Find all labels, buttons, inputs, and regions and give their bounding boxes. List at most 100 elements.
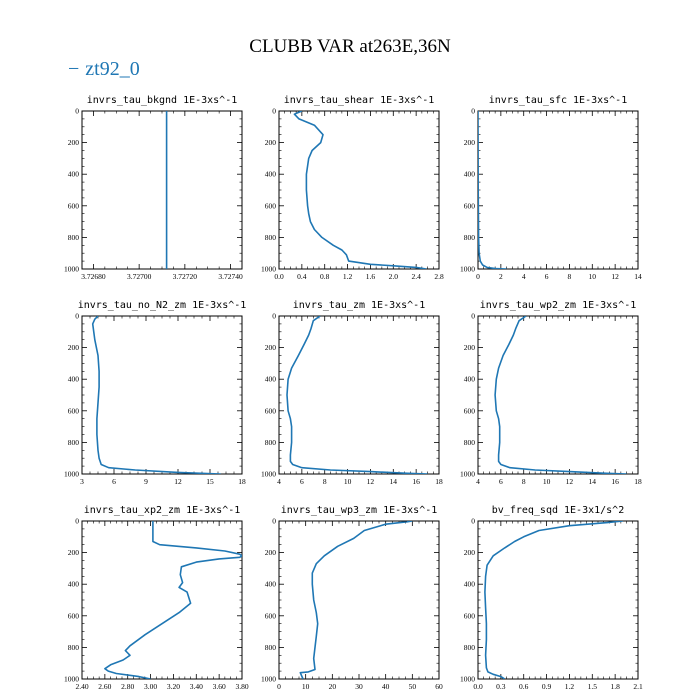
x-tick-label: 3 <box>80 477 84 486</box>
y-tick-label: 600 <box>464 611 476 620</box>
x-tick-label: 1.2 <box>565 682 575 691</box>
y-tick-label: 800 <box>464 643 476 652</box>
x-tick-label: 2.80 <box>121 682 134 691</box>
x-tick-label: 2.60 <box>98 682 111 691</box>
x-tick-label: 1.5 <box>588 682 598 691</box>
x-tick-label: 60 <box>435 682 443 691</box>
subplot-5: invrs_tau_zm 1E-3xs^-1 0 200 400 600 800 10004… <box>261 300 443 486</box>
y-tick-label: 200 <box>68 548 80 557</box>
y-tick-label: 400 <box>464 170 476 179</box>
y-tick-label: 0 <box>75 107 79 116</box>
y-tick-label: 1000 <box>64 265 79 274</box>
x-tick-label: 4 <box>476 477 480 486</box>
plot-frame <box>81 110 243 270</box>
x-tick-label: 16 <box>611 477 619 486</box>
y-tick-label: 0 <box>272 107 276 116</box>
x-tick-label: 0 <box>476 272 480 281</box>
series-line <box>494 316 627 474</box>
x-tick-label: 3.40 <box>190 682 203 691</box>
x-tick-label: 2.4 <box>411 272 421 281</box>
series-line <box>104 521 242 679</box>
x-tick-label: 12 <box>566 477 574 486</box>
x-tick-label: 1.6 <box>366 272 376 281</box>
x-tick-label: 3.20 <box>167 682 180 691</box>
subplot-title: invrs_tau_wp2_zm 1E-3xs^-1 <box>480 300 637 311</box>
plot-frame <box>278 110 440 270</box>
x-tick-label: 10 <box>589 272 597 281</box>
y-tick-label: 0 <box>471 312 475 321</box>
x-tick-label: 3.80 <box>235 682 248 691</box>
y-tick-label: 400 <box>68 375 80 384</box>
x-tick-label: 12 <box>174 477 182 486</box>
x-tick-label: 18 <box>238 477 246 486</box>
x-tick-label: 10 <box>543 477 551 486</box>
series-line <box>299 521 413 679</box>
x-tick-label: 3.72740 <box>218 272 243 281</box>
plot-frame <box>477 520 639 680</box>
y-tick-label: 600 <box>68 406 80 415</box>
y-tick-label: 200 <box>464 343 476 352</box>
x-tick-label: 0 <box>277 682 281 691</box>
x-tick-label: 15 <box>206 477 214 486</box>
x-tick-label: 12 <box>367 477 375 486</box>
y-tick-label: 400 <box>464 580 476 589</box>
x-tick-label: 6 <box>300 477 304 486</box>
y-tick-label: 600 <box>265 611 277 620</box>
x-tick-label: 40 <box>382 682 390 691</box>
y-tick-label: 600 <box>265 201 277 210</box>
x-tick-label: 30 <box>355 682 363 691</box>
x-tick-label: 0.9 <box>542 682 552 691</box>
y-tick-label: 600 <box>68 201 80 210</box>
y-tick-label: 200 <box>68 138 80 147</box>
figure-title: CLUBB VAR at263E,36N <box>249 36 451 57</box>
y-tick-label: 0 <box>75 517 79 526</box>
x-tick-label: 3.72720 <box>173 272 198 281</box>
subplot-title: invrs_tau_wp3_zm 1E-3xs^-1 <box>281 505 438 516</box>
y-tick-label: 800 <box>68 643 80 652</box>
x-tick-label: 14 <box>634 272 642 281</box>
series-line <box>91 316 221 474</box>
x-tick-label: 50 <box>409 682 417 691</box>
subplot-8: invrs_tau_wp3_zm 1E-3xs^-102004006008001… <box>261 505 443 691</box>
x-tick-label: 6 <box>499 477 503 486</box>
x-tick-label: 0.0 <box>473 682 483 691</box>
x-tick-label: 6 <box>112 477 116 486</box>
y-tick-label: 0 <box>471 107 475 116</box>
x-tick-label: 4 <box>522 272 526 281</box>
y-tick-label: 400 <box>265 170 277 179</box>
x-tick-label: 20 <box>329 682 337 691</box>
legend: − zt92_0 <box>68 58 140 81</box>
y-tick-label: 200 <box>265 138 277 147</box>
x-tick-label: 2.1 <box>633 682 643 691</box>
y-tick-label: 400 <box>68 580 80 589</box>
x-tick-label: 14 <box>589 477 597 486</box>
x-tick-label: 1.2 <box>343 272 353 281</box>
y-tick-label: 200 <box>265 548 277 557</box>
series-line <box>484 521 623 679</box>
y-tick-label: 1000 <box>460 470 475 479</box>
subplot-4: invrs_tau_no_N2_zm 1E-3xs^-10 200 400 600 80… <box>64 300 246 486</box>
y-tick-label: 0 <box>75 312 79 321</box>
y-tick-label: 800 <box>265 643 277 652</box>
y-tick-label: 0 <box>471 517 475 526</box>
y-tick-label: 400 <box>265 375 277 384</box>
subplot-7: invrs_tau_xp2_zm 1E-3xs^-1 0 200 400 600 800 1… <box>64 505 249 691</box>
y-tick-label: 1000 <box>261 675 276 684</box>
series-line <box>293 111 427 269</box>
y-tick-label: 800 <box>68 233 80 242</box>
y-tick-label: 800 <box>265 233 277 242</box>
x-tick-label: 12 <box>611 272 619 281</box>
y-tick-label: 800 <box>68 438 80 447</box>
y-tick-label: 0 <box>272 517 276 526</box>
legend-line-marker: − <box>68 58 80 80</box>
subplot-title: invrs_tau_bkgnd 1E-3xs^-1 <box>87 95 238 106</box>
subplot-6: invrs_tau_wp2_zm 1E-3xs^-1 0 200 400 600 800 1… <box>460 300 642 486</box>
y-tick-label: 1000 <box>64 470 79 479</box>
subplot-1: invrs_tau_bkgnd 1E-3xs^-1 0 200 400 600 800 10… <box>64 95 243 281</box>
series-line <box>478 111 507 269</box>
x-tick-label: 0.8 <box>320 272 330 281</box>
subplot-title: invrs_tau_zm 1E-3xs^-1 <box>293 300 425 311</box>
x-tick-label: 18 <box>435 477 443 486</box>
x-tick-label: 2.40 <box>75 682 88 691</box>
x-tick-label: 3.00 <box>144 682 157 691</box>
